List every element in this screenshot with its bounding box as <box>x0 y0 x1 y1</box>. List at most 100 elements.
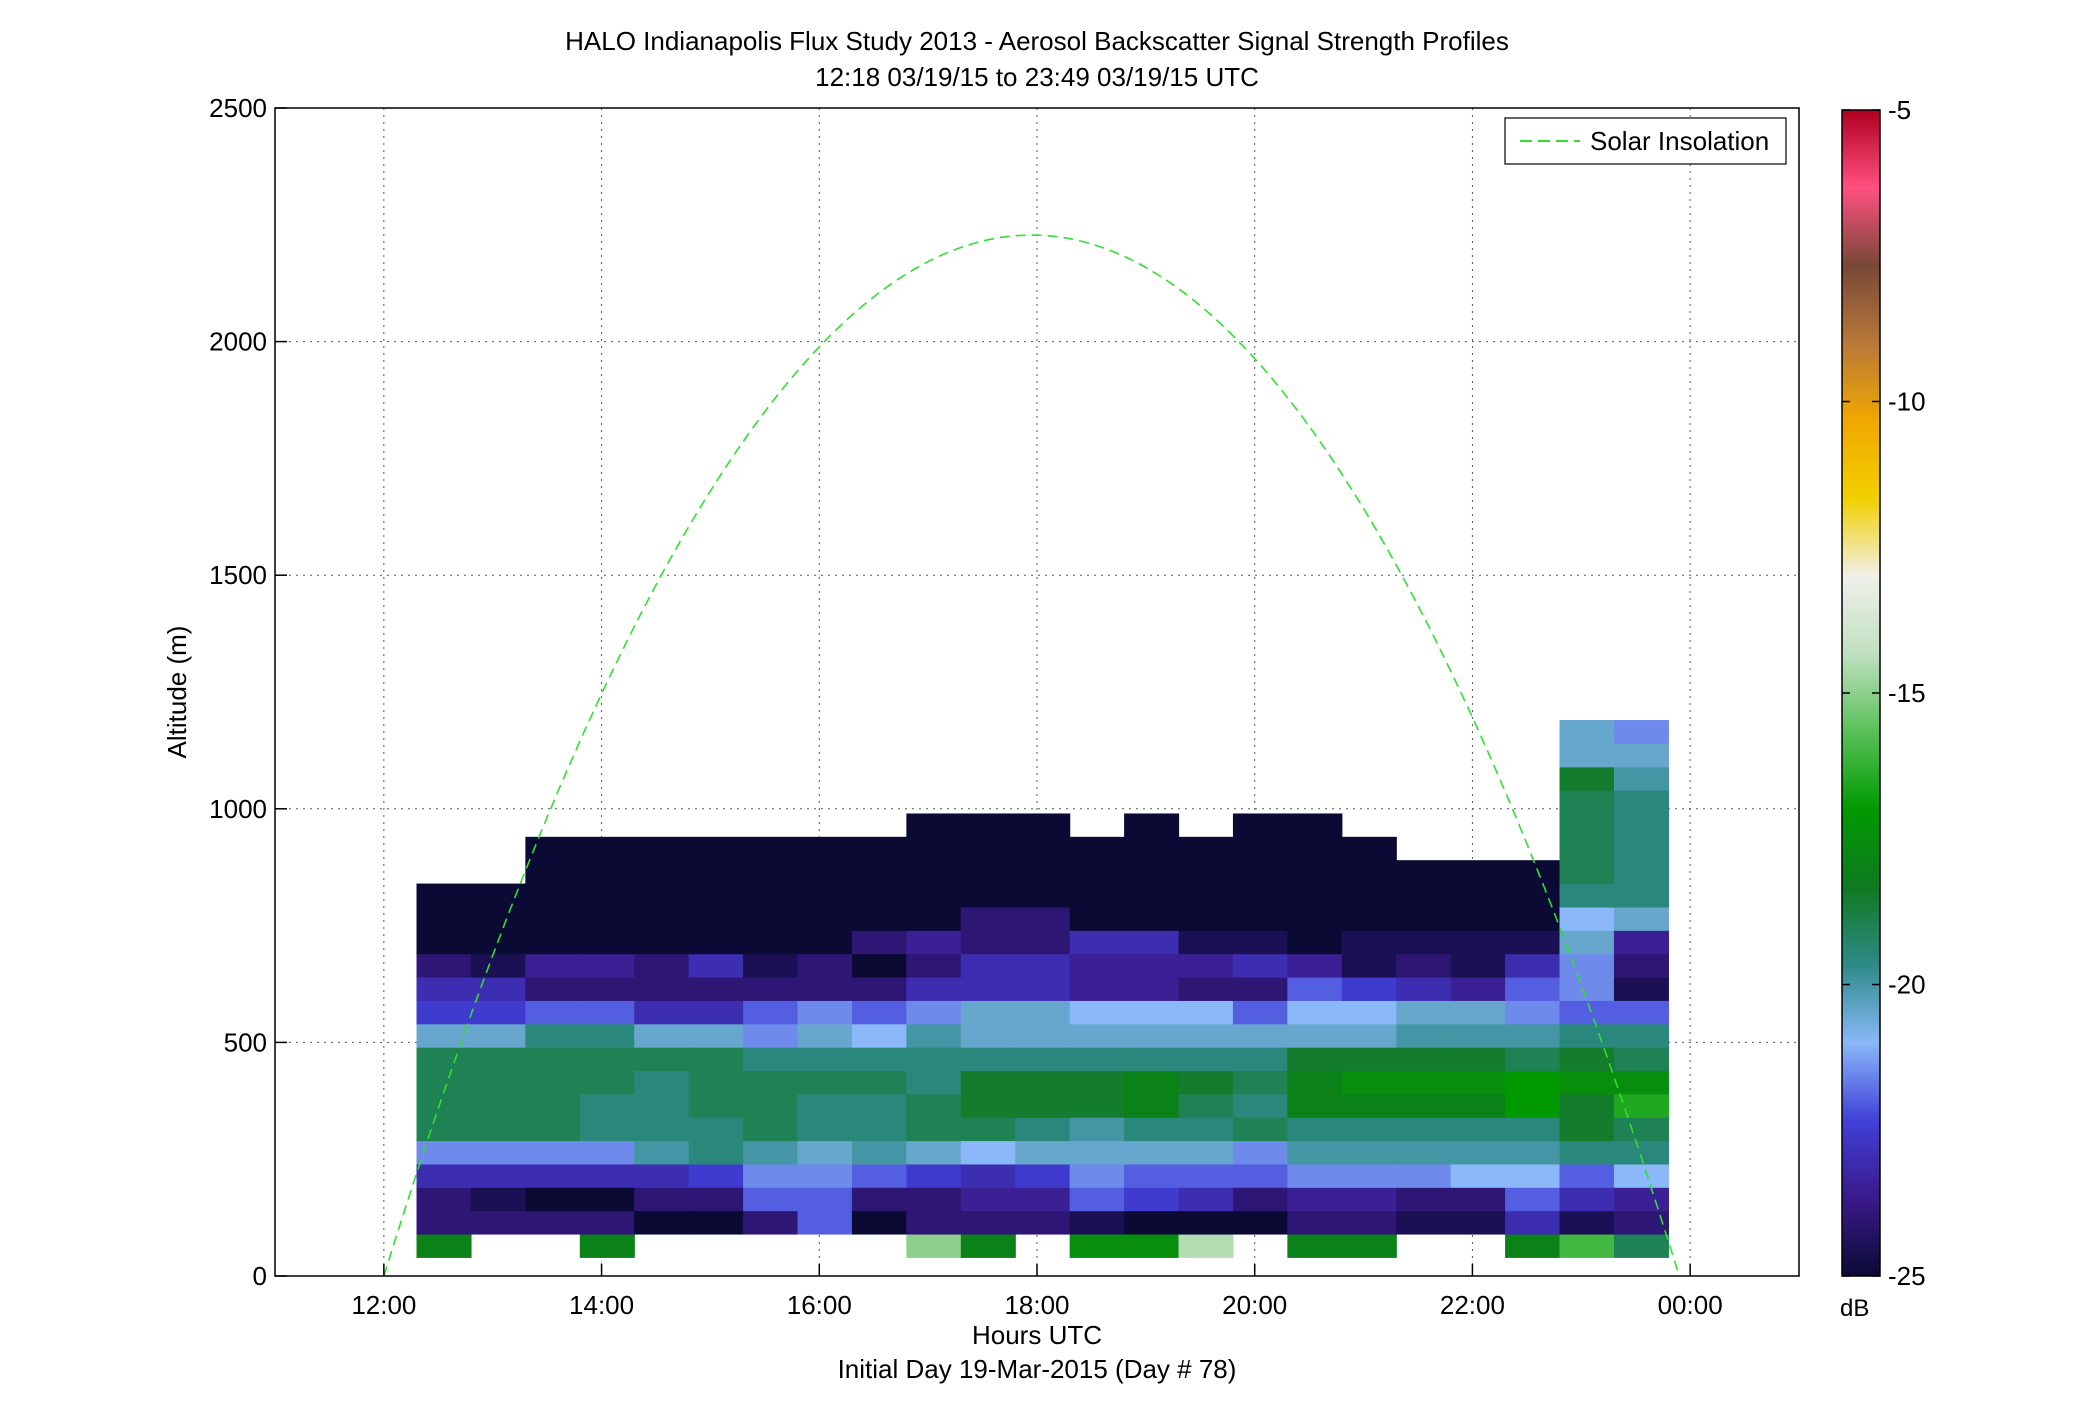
heatmap-cell <box>797 883 853 908</box>
heatmap-cell <box>634 1187 690 1212</box>
heatmap-cells <box>416 720 1669 1258</box>
heatmap-cell <box>1396 1000 1452 1025</box>
heatmap-cell <box>1396 1047 1452 1072</box>
heatmap-cell <box>1287 930 1343 955</box>
heatmap-cell <box>1559 1163 1615 1188</box>
heatmap-cell <box>470 1023 526 1048</box>
heatmap-cell <box>579 1187 635 1212</box>
heatmap-cell <box>416 1210 472 1235</box>
heatmap-cell <box>1015 813 1071 838</box>
heatmap-cell <box>743 1000 799 1025</box>
heatmap-cell <box>1124 1187 1180 1212</box>
heatmap-cell <box>743 906 799 931</box>
heatmap-cell <box>1015 906 1071 931</box>
heatmap-cell <box>1069 1000 1125 1025</box>
heatmap-cell <box>688 906 744 931</box>
heatmap-cell <box>1613 860 1669 885</box>
heatmap-cell <box>1559 790 1615 815</box>
heatmap-cell <box>1450 1163 1506 1188</box>
heatmap-cell <box>1287 1093 1343 1118</box>
heatmap-cell <box>1505 1187 1561 1212</box>
heatmap-cell <box>525 1140 581 1165</box>
x-tick-label: 00:00 <box>1658 1290 1723 1320</box>
heatmap-cell <box>470 953 526 978</box>
heatmap-cell <box>1505 976 1561 1001</box>
heatmap-cell <box>797 976 853 1001</box>
heatmap-cell <box>960 1187 1016 1212</box>
heatmap-cell <box>416 1070 472 1095</box>
heatmap-cell <box>797 860 853 885</box>
heatmap-cell <box>960 1000 1016 1025</box>
heatmap-cell <box>797 1070 853 1095</box>
heatmap-cell <box>1287 836 1343 861</box>
heatmap-cell <box>906 836 962 861</box>
heatmap-cell <box>1450 1093 1506 1118</box>
heatmap-cell <box>851 1117 907 1142</box>
heatmap-cell <box>470 1210 526 1235</box>
heatmap-cell <box>851 930 907 955</box>
heatmap-cell <box>1613 790 1669 815</box>
heatmap-cell <box>1069 906 1125 931</box>
heatmap-cell <box>1613 1093 1669 1118</box>
heatmap-cell <box>851 1023 907 1048</box>
heatmap-cell <box>851 976 907 1001</box>
heatmap-cell <box>634 860 690 885</box>
heatmap-cell <box>1613 976 1669 1001</box>
heatmap-cell <box>1613 1000 1669 1025</box>
heatmap-cell <box>1178 1093 1234 1118</box>
heatmap-cell <box>960 836 1016 861</box>
heatmap-cell <box>1287 883 1343 908</box>
heatmap-cell <box>1178 906 1234 931</box>
heatmap-cell <box>1341 930 1397 955</box>
heatmap-cell <box>1505 1023 1561 1048</box>
heatmap-cell <box>1396 930 1452 955</box>
heatmap-cell <box>470 976 526 1001</box>
heatmap-cell <box>1287 860 1343 885</box>
heatmap-cell <box>525 1163 581 1188</box>
heatmap-cell <box>1015 1047 1071 1072</box>
heatmap-cell <box>1178 1023 1234 1048</box>
heatmap-cell <box>416 930 472 955</box>
heatmap-cell <box>416 953 472 978</box>
colorbar-tick-label: -5 <box>1888 95 1911 125</box>
heatmap-cell <box>579 930 635 955</box>
heatmap-cell <box>743 883 799 908</box>
heatmap-cell <box>1124 1163 1180 1188</box>
heatmap-cell <box>1559 1117 1615 1142</box>
y-tick-label: 1000 <box>209 794 267 824</box>
heatmap-cell <box>743 1047 799 1072</box>
heatmap-cell <box>579 1117 635 1142</box>
heatmap-cell <box>416 883 472 908</box>
heatmap-cell <box>1559 1187 1615 1212</box>
heatmap-cell <box>851 1047 907 1072</box>
heatmap-cell <box>1287 1210 1343 1235</box>
heatmap-cell <box>1015 1000 1071 1025</box>
heatmap-cell <box>1232 883 1288 908</box>
heatmap-cell <box>1124 1070 1180 1095</box>
heatmap-cell <box>960 1023 1016 1048</box>
heatmap-cell <box>797 836 853 861</box>
heatmap-cell <box>906 1233 962 1258</box>
heatmap-cell <box>1341 836 1397 861</box>
heatmap-cell <box>1505 1047 1561 1072</box>
heatmap-cell <box>1613 1070 1669 1095</box>
heatmap-cell <box>1069 1210 1125 1235</box>
heatmap-cell <box>1505 1233 1561 1258</box>
x-axis: 12:00 14:00 16:00 18:00 20:00 22:00 00:00 <box>351 1264 1723 1320</box>
heatmap-cell <box>1341 1093 1397 1118</box>
heatmap-cell <box>416 1187 472 1212</box>
heatmap-cell <box>1396 906 1452 931</box>
heatmap-cell <box>1559 1233 1615 1258</box>
heatmap-cell <box>851 860 907 885</box>
heatmap-cell <box>1178 953 1234 978</box>
heatmap-cell <box>906 953 962 978</box>
heatmap-cell <box>470 1163 526 1188</box>
heatmap-cell <box>906 1187 962 1212</box>
colorbar-tick-label: -20 <box>1888 970 1926 1000</box>
heatmap-cell <box>1287 1000 1343 1025</box>
heatmap-cell <box>634 906 690 931</box>
heatmap-cell <box>1124 1047 1180 1072</box>
heatmap-cell <box>688 1210 744 1235</box>
heatmap-cell <box>1069 1047 1125 1072</box>
